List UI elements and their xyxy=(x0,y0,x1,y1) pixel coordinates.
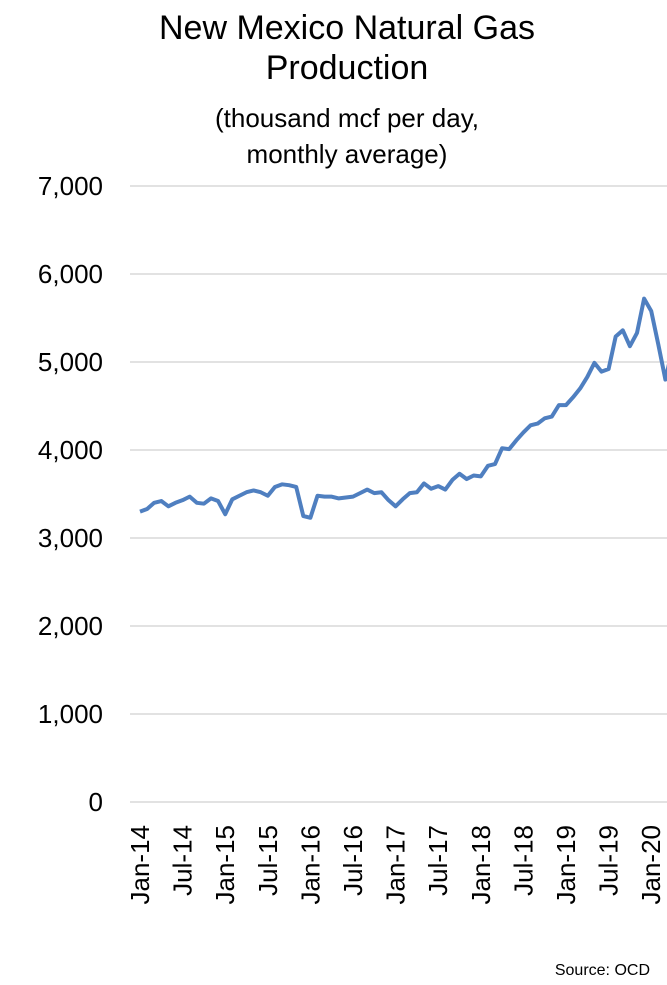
x-tick-label: Jan-18 xyxy=(466,825,496,905)
x-tick-label: Jan-17 xyxy=(381,825,411,905)
x-tick-label: Jul-17 xyxy=(423,825,453,896)
x-tick-label: Jan-19 xyxy=(551,825,581,905)
x-tick-label: Jul-14 xyxy=(168,825,198,896)
x-tick-label: Jul-18 xyxy=(508,825,538,896)
y-tick-label: 5,000 xyxy=(38,347,103,377)
y-tick-label: 1,000 xyxy=(38,699,103,729)
x-tick-label: Jan-14 xyxy=(125,825,155,905)
chart-title: New Mexico Natural Gas Production xyxy=(158,9,535,87)
x-tick-label: Jan-15 xyxy=(210,825,240,905)
y-tick-label: 6,000 xyxy=(38,259,103,289)
y-tick-label: 4,000 xyxy=(38,435,103,465)
x-tick-label: Jan-20 xyxy=(636,825,666,905)
data-line xyxy=(139,296,667,520)
y-tick-label: 3,000 xyxy=(38,523,103,553)
x-tick-label: Jul-19 xyxy=(594,825,624,896)
x-tick-label: Jan-16 xyxy=(295,825,325,905)
x-tick-label: Jul-16 xyxy=(338,825,368,896)
y-tick-label: 2,000 xyxy=(38,611,103,641)
y-tick-label: 7,000 xyxy=(38,171,103,201)
source-note: Source: OCD xyxy=(554,962,650,979)
chart-subtitle: (thousand mcf per day, monthly average) xyxy=(215,103,479,169)
y-tick-label: 0 xyxy=(89,787,103,817)
x-tick-label: Jul-15 xyxy=(253,825,283,896)
